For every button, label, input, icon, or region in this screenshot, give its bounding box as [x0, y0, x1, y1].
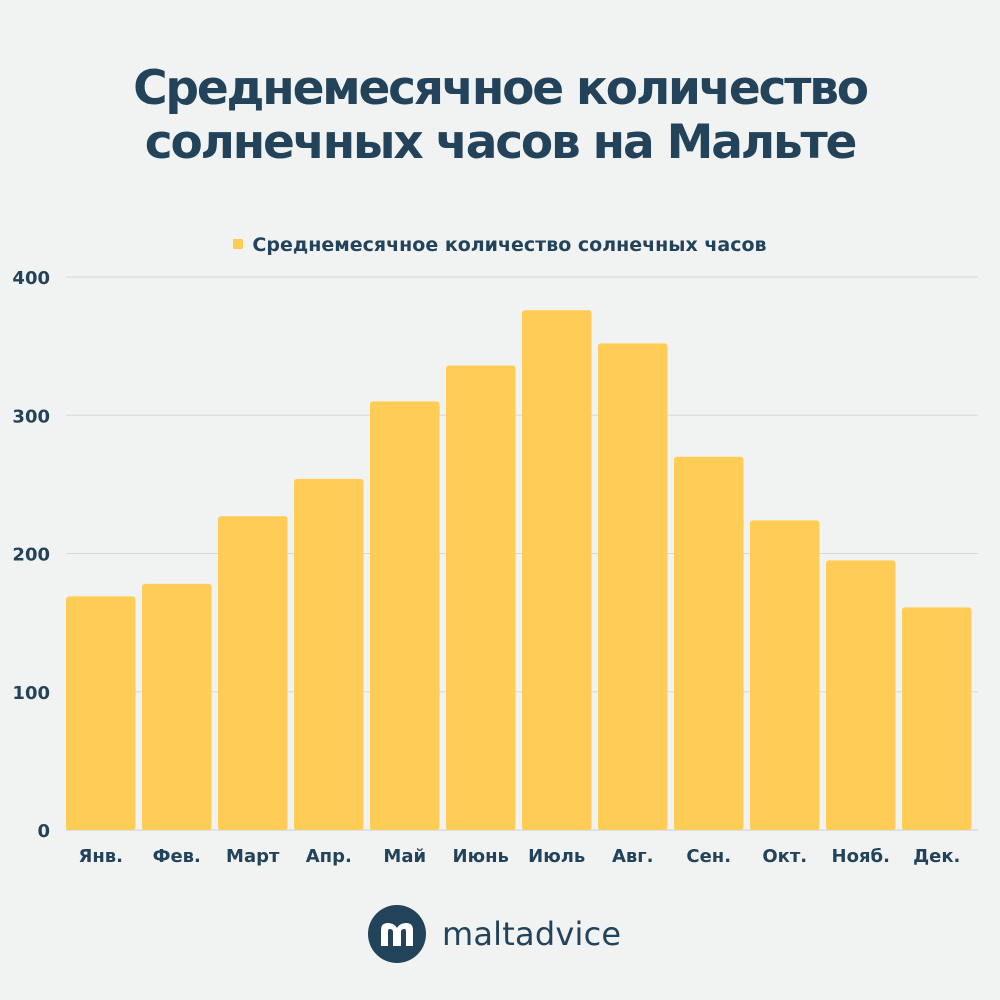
x-tick-label: Окт.	[762, 846, 807, 867]
x-tick-label: Сен.	[686, 846, 731, 867]
maltadvice-logo-icon	[368, 905, 426, 963]
bar-7	[598, 343, 668, 830]
bar-6	[522, 310, 592, 830]
chart-legend: Среднемесячное количество солнечных часо…	[0, 234, 1000, 256]
x-tick-label: Июль	[528, 846, 585, 867]
y-tick-label: 300	[12, 406, 50, 427]
bar-1	[142, 583, 212, 830]
y-tick-label: 200	[12, 545, 50, 566]
bar-11	[902, 607, 972, 830]
bar-9	[750, 520, 820, 830]
x-tick-label: Дек.	[913, 846, 960, 867]
bar-2	[218, 516, 288, 830]
x-tick-label: Март	[226, 846, 280, 867]
x-tick-label: Авг.	[612, 846, 654, 867]
bar-10	[826, 560, 896, 830]
chart-title: Среднемесячное количество солнечных часо…	[0, 62, 1000, 170]
x-tick-label: Апр.	[306, 846, 352, 867]
chart-title-line-1: Среднемесячное количество	[133, 61, 869, 116]
x-tick-label: Май	[383, 846, 426, 867]
legend-label: Среднемесячное количество солнечных часо…	[252, 234, 767, 256]
bar-3	[294, 478, 364, 830]
x-tick-label: Янв.	[78, 846, 123, 867]
brand-name: maltadvice	[442, 915, 622, 953]
legend-swatch	[233, 239, 244, 249]
x-axis-ticks: Янв. Фев. Март Апр. Май Июнь Июль Авг. Сен. Окт. Н…	[78, 846, 960, 867]
bar-5	[446, 365, 516, 830]
x-tick-label: Фев.	[153, 846, 201, 867]
y-tick-label: 400	[12, 268, 50, 289]
bar-0	[66, 596, 136, 830]
x-tick-label: Июнь	[453, 846, 509, 867]
x-tick-label: Нояб.	[832, 846, 890, 867]
y-tick-label: 100	[12, 683, 50, 704]
brand-footer: maltadvice	[368, 905, 621, 963]
y-axis-ticks: 0 100 200 300 400	[12, 268, 50, 842]
bar-8	[674, 456, 744, 830]
bars	[66, 310, 972, 830]
chart-title-line-2: солнечных часов на Мальте	[144, 115, 858, 170]
y-tick-label: 0	[37, 821, 50, 842]
bar-4	[370, 401, 440, 830]
